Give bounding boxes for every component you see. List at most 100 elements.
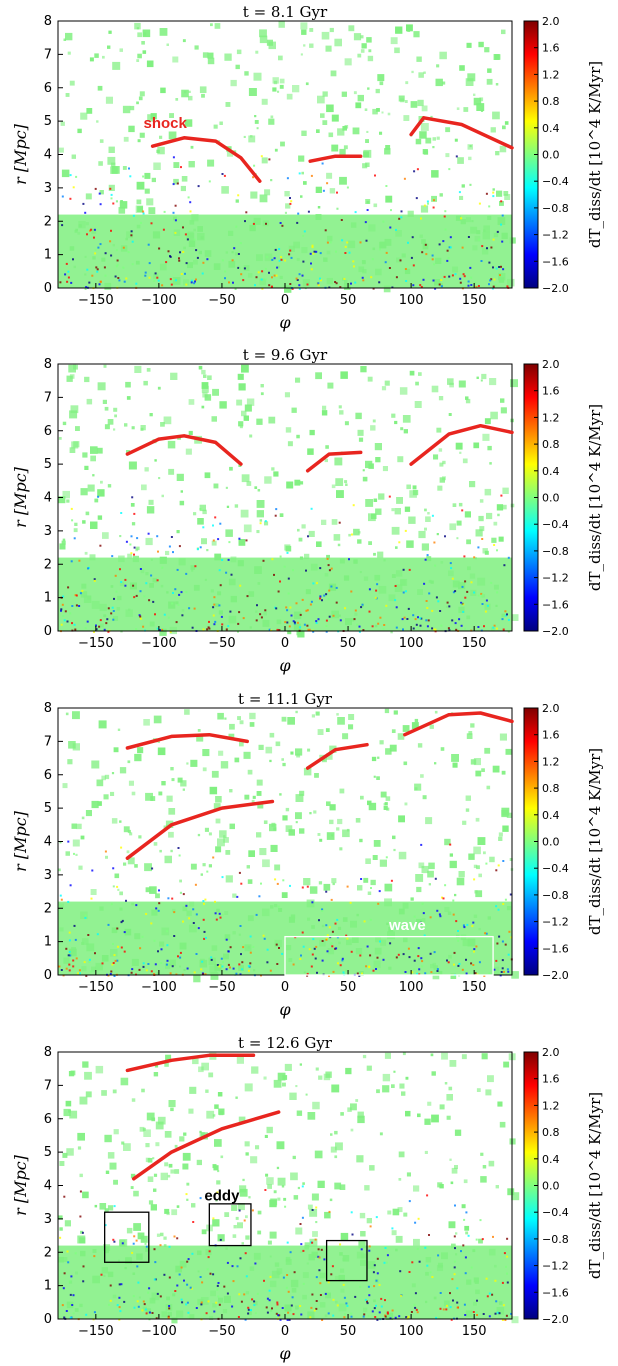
speckle [440,279,443,282]
speckle [470,276,473,279]
speckle [167,897,170,900]
particle [305,1093,308,1096]
speckle [247,969,250,972]
speckle [479,1219,482,1222]
speckle [407,1315,410,1318]
particle [256,510,264,518]
particle [448,1086,453,1091]
particle [299,790,305,796]
particle [104,774,110,780]
particle [329,188,336,194]
particle [285,807,290,812]
speckle [230,573,233,576]
particle [475,529,483,537]
particle [315,711,320,716]
speckle [359,1285,362,1288]
speckle [287,1311,290,1314]
particle [163,416,172,425]
particle [325,728,330,732]
speckle [176,1284,179,1287]
colorbar-tick-label: −1.6 [542,1286,569,1299]
speckle [87,567,89,570]
speckle [108,1303,110,1306]
speckle [457,964,460,967]
y-tick-label: 5 [44,801,52,816]
particle [238,464,242,467]
speckle [167,1316,170,1319]
speckle [301,598,304,601]
particle [237,716,241,720]
speckle [264,609,267,612]
particle [478,873,482,878]
particle [62,421,67,426]
particle [257,489,261,492]
particle [123,1143,131,1151]
particle [423,150,429,155]
speckle [240,953,242,956]
particle [213,1165,219,1171]
particle [420,205,429,213]
speckle [62,595,65,598]
speckle [244,1318,247,1321]
particle [197,833,201,837]
particle [427,512,430,515]
speckle [428,592,431,595]
particle [237,1222,243,1229]
particle [376,1089,380,1094]
speckle [421,965,424,968]
speckle [87,934,90,936]
speckle [187,1311,190,1314]
particle [477,837,486,845]
particle [368,541,372,545]
speckle [369,918,372,921]
particle [272,87,277,92]
particle [320,113,325,118]
particle [282,762,286,767]
colorbar-tick-label: 1.2 [542,411,560,424]
particle [411,70,414,74]
speckle [160,948,163,951]
speckle [132,214,135,217]
speckle [338,521,341,524]
particle [322,91,328,97]
speckle [317,282,320,285]
speckle [351,1233,354,1236]
particle [235,199,239,203]
particle [398,815,405,823]
speckle [433,951,436,954]
speckle [93,236,95,239]
speckle [163,210,166,213]
speckle [185,591,188,594]
particle [86,398,93,405]
particle [137,139,141,143]
particle [140,1235,148,1243]
speckle [257,271,260,274]
particle [446,1094,453,1101]
speckle [120,512,123,514]
particle [284,392,290,398]
speckle [208,627,211,630]
particle [155,1142,160,1147]
particle [239,1188,248,1197]
speckle [493,544,496,546]
speckle [375,589,378,592]
speckle [361,276,364,279]
speckle [364,1298,367,1301]
particle [295,710,298,714]
speckle [237,622,240,625]
particle [149,886,157,894]
speckle [109,1299,112,1302]
speckle [298,273,301,276]
particle [133,1223,141,1231]
speckle [423,934,426,937]
particle [357,429,364,436]
particle [235,64,240,70]
speckle [442,240,445,243]
speckle [496,549,498,552]
speckle [362,279,365,282]
particle [345,483,348,486]
speckle [69,1317,72,1319]
particle [337,717,345,725]
particle [282,815,288,821]
speckle [73,924,76,927]
